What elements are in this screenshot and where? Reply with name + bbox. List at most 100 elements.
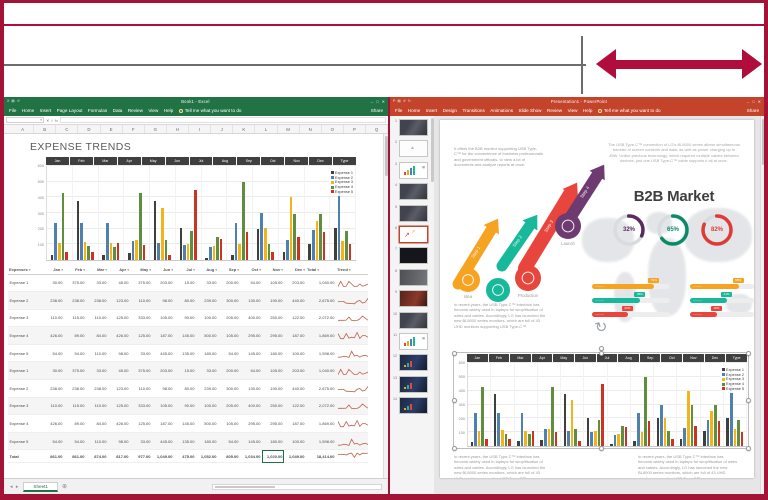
slide-thumbnail-14[interactable]: 14 xyxy=(393,397,430,415)
selection-handle[interactable] xyxy=(598,445,604,451)
ribbon-tab-slide-show[interactable]: Slide Show xyxy=(518,108,542,113)
selection-handle[interactable] xyxy=(745,445,751,451)
table-header-feb[interactable]: Feb ▾ xyxy=(64,265,86,275)
column-header-G[interactable]: G xyxy=(145,125,167,133)
ribbon-tab-animations[interactable]: Animations xyxy=(490,108,514,113)
selection-handle[interactable] xyxy=(745,350,751,356)
column-header-E[interactable]: E xyxy=(101,125,123,133)
column-header-A[interactable]: A xyxy=(12,125,35,133)
pasted-chart-object[interactable]: Jan Feb Mar Apr May Jun Jul Aug Sep Oct Nov Dec Type… xyxy=(451,346,751,451)
ribbon-tab-data[interactable]: Data xyxy=(112,108,123,113)
ribbon-tab-home[interactable]: Home xyxy=(21,108,35,113)
table-header-apr[interactable]: Apr ▾ xyxy=(108,265,130,275)
ribbon-tab-insert[interactable]: Insert xyxy=(39,108,52,113)
column-header-O[interactable]: O xyxy=(322,125,344,133)
table-header-sep[interactable]: Sep ▾ xyxy=(218,265,240,275)
table-header-oct[interactable]: Oct ▾ xyxy=(240,265,262,275)
ribbon-tab-design[interactable]: Design xyxy=(442,108,457,113)
ribbon-tab-review[interactable]: Review xyxy=(547,108,563,113)
excel-tellme[interactable]: Tell me what you want to do xyxy=(178,108,241,113)
expense-trends-chart[interactable]: Jan Feb Mar Apr May Jun Jul Aug Sep Oct Nov Dec Type… xyxy=(34,157,356,261)
ribbon-tab-view[interactable]: View xyxy=(148,108,159,113)
ribbon-tab-transitions[interactable]: Transitions xyxy=(462,108,485,113)
close-button[interactable]: ✕ xyxy=(381,98,385,104)
ribbon-tab-formulas[interactable]: Formulas xyxy=(87,108,108,113)
column-header-D[interactable]: D xyxy=(78,125,101,133)
selection-handle[interactable] xyxy=(745,398,751,403)
formula-input[interactable] xyxy=(60,117,386,123)
column-header-M[interactable]: M xyxy=(278,125,300,133)
selection-handle[interactable] xyxy=(451,350,457,356)
ribbon-tab-help[interactable]: Help xyxy=(163,108,174,113)
selection-handle[interactable] xyxy=(451,445,457,451)
slide-thumbnail-7[interactable]: 7 xyxy=(393,247,430,265)
table-header-nov[interactable]: Nov ▾ xyxy=(262,265,284,275)
column-header-P[interactable]: P xyxy=(344,125,366,133)
scroll-thumb[interactable] xyxy=(215,485,275,488)
slide-thumbnail-8[interactable]: 8 xyxy=(393,268,430,286)
selection-handle[interactable] xyxy=(598,350,604,356)
column-header-B[interactable]: B xyxy=(34,125,57,133)
slide-thumbnail-13[interactable]: 13 xyxy=(393,375,430,393)
table-header-trend[interactable]: Trend ▾ xyxy=(336,265,368,275)
ribbon-tab-view[interactable]: View xyxy=(567,108,578,113)
table-header-dec[interactable]: Dec ▾ xyxy=(284,265,306,275)
ppt-tellme[interactable]: Tell me what you want to do xyxy=(597,108,661,113)
ribbon-tab-file[interactable]: File xyxy=(395,108,403,113)
slide-canvas[interactable]: It offers the B2B monitor supporting USB… xyxy=(440,120,754,478)
column-header-F[interactable]: F xyxy=(123,125,145,133)
ribbon-tab-insert[interactable]: Insert xyxy=(425,108,438,113)
ppt-vertical-scrollbar[interactable] xyxy=(760,116,764,494)
column-header-Q[interactable]: Q xyxy=(366,125,388,133)
ribbon-tab-home[interactable]: Home xyxy=(407,108,421,113)
add-sheet-button[interactable]: ⊕ xyxy=(61,484,68,490)
column-header-K[interactable]: K xyxy=(233,125,256,133)
ribbon-tab-file[interactable]: File xyxy=(9,108,17,113)
thumbnails-scrollbar[interactable] xyxy=(431,118,434,182)
ppt-quick-access-toolbar[interactable]: P ▤ ↺ ↻ xyxy=(393,99,411,103)
table-header-jan[interactable]: Jan ▾ xyxy=(42,265,64,275)
sheet-nav-arrows[interactable]: ◂ ▸ xyxy=(10,483,20,490)
slide-thumbnail-6[interactable]: 6 ↗ ↗ xyxy=(393,225,430,243)
scroll-thumb[interactable] xyxy=(385,136,388,176)
undo-icon[interactable]: ↺ xyxy=(16,99,20,103)
slide-thumbnail-9[interactable]: 9 xyxy=(393,290,430,308)
slide-thumbnail-10[interactable]: 10 xyxy=(393,311,430,329)
maximize-button[interactable]: □ xyxy=(376,98,379,104)
column-header-N[interactable]: N xyxy=(300,125,322,133)
table-header-may[interactable]: May ▾ xyxy=(130,265,152,275)
undo-icon[interactable]: ↺ xyxy=(402,99,406,103)
slide-thumbnail-4[interactable]: 4 xyxy=(393,183,430,201)
column-header-I[interactable]: I xyxy=(189,125,212,133)
excel-share-button[interactable]: Share xyxy=(370,108,383,113)
minimize-button[interactable]: – xyxy=(746,98,750,104)
sheet-tab-sheet1[interactable]: Sheet1 xyxy=(23,481,58,492)
column-header-C[interactable]: C xyxy=(56,125,79,133)
table-header-total[interactable]: Total ▾ xyxy=(306,265,336,275)
slide-thumbnail-2[interactable]: 2 ▲ xyxy=(393,140,430,158)
table-header-aug[interactable]: Aug ▾ xyxy=(196,265,218,275)
excel-vertical-scrollbar[interactable] xyxy=(383,134,388,478)
column-header-H[interactable]: H xyxy=(167,125,189,133)
slide-thumbnail-5[interactable]: 5 xyxy=(393,204,430,222)
ribbon-tab-help[interactable]: Help xyxy=(582,108,593,113)
save-icon[interactable]: ▤ xyxy=(11,99,15,103)
maximize-button[interactable]: □ xyxy=(752,98,755,104)
redo-icon[interactable]: ↻ xyxy=(407,99,411,103)
excel-horizontal-scrollbar[interactable] xyxy=(212,483,382,490)
ppt-share-button[interactable]: Share xyxy=(746,108,759,113)
name-box[interactable]: ▾ xyxy=(6,117,44,123)
excel-quick-access-toolbar[interactable]: X ▤ ↺ xyxy=(7,99,20,103)
save-icon[interactable]: ▤ xyxy=(397,99,401,103)
slide-thumbnail-11[interactable]: 11 ▦ xyxy=(393,332,430,350)
scroll-thumb[interactable] xyxy=(761,119,764,165)
table-header-mar[interactable]: Mar ▾ xyxy=(86,265,108,275)
formula-icons[interactable]: ✕ ✓ fx xyxy=(46,117,59,123)
table-header-jun[interactable]: Jun ▾ xyxy=(152,265,174,275)
selected-cell[interactable]: 1,020.00 xyxy=(262,449,284,464)
slide-thumbnail-1[interactable]: 1 xyxy=(393,119,430,136)
slide-thumbnail-12[interactable]: 12 xyxy=(393,354,430,372)
minimize-button[interactable]: – xyxy=(370,98,374,104)
table-header-expenses[interactable]: Expenses ▾ xyxy=(8,265,42,275)
selection-handle[interactable] xyxy=(451,398,457,403)
